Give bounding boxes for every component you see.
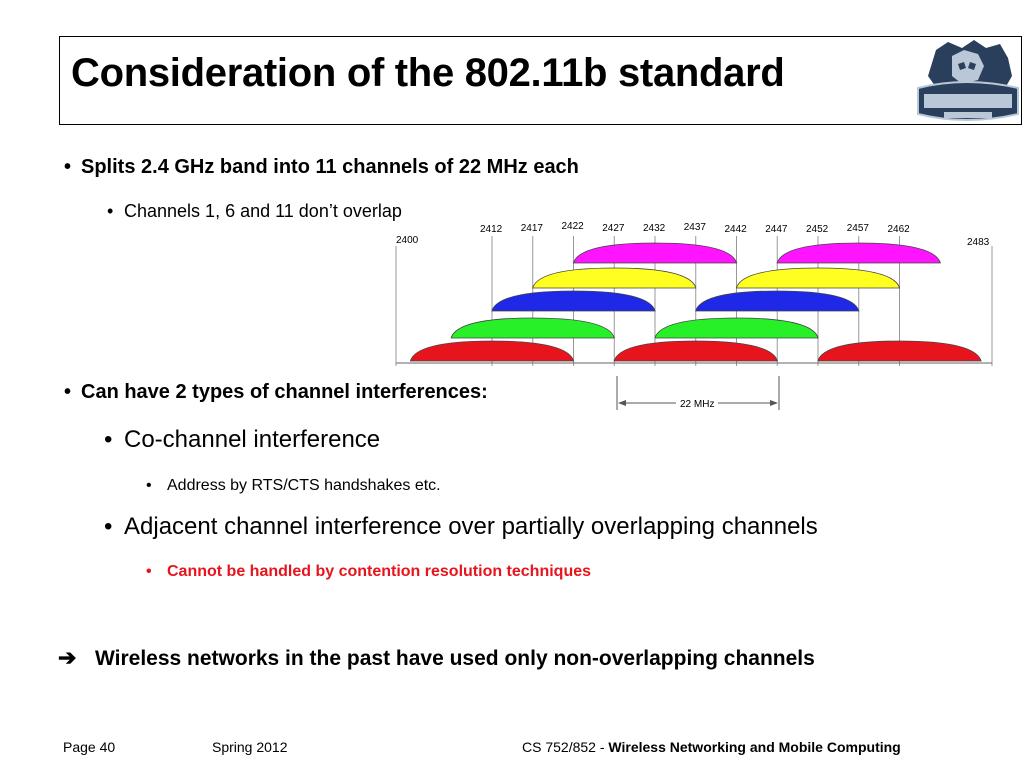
width-arrow-right [770, 400, 778, 406]
bullet-interference-types: Can have 2 types of channel interference… [81, 381, 488, 403]
footer-page: Page 40 [63, 739, 116, 755]
freq-label-2462: 2462 [888, 224, 911, 235]
channel-3-arc [491, 290, 656, 312]
bullet-splits-band: Splits 2.4 GHz band into 11 channels of … [81, 156, 579, 178]
footer-course-code: CS 752/852 - [522, 739, 609, 755]
bullet-dot: • [104, 426, 113, 453]
channel-2-arc [450, 317, 615, 339]
channel-6-arc [613, 340, 778, 362]
freq-label-2432: 2432 [643, 223, 666, 234]
title-box [59, 36, 1022, 125]
channel-9-arc [735, 267, 901, 289]
freq-label-2422: 2422 [562, 221, 585, 232]
bullet-contention-note: Cannot be handled by contention resoluti… [167, 563, 592, 580]
label-2483: 2483 [967, 237, 990, 248]
bullet-dot: • [146, 477, 152, 494]
university-logo [908, 36, 1024, 128]
freq-label-2457: 2457 [847, 223, 870, 234]
bullet-adjacent-channel: Adjacent channel interference over parti… [124, 513, 818, 540]
arrow-right-icon: ➔ [58, 645, 77, 670]
channel-4-arc [532, 267, 697, 289]
label-22mhz: 22 MHz [680, 399, 714, 410]
bullet-dot: • [107, 201, 114, 221]
bullet-dot: • [104, 513, 113, 540]
freq-label-2427: 2427 [602, 223, 625, 234]
bullet-co-channel: Co-channel interference [124, 426, 381, 453]
bullet-dot: • [64, 381, 72, 403]
freq-label-2447: 2447 [765, 224, 788, 235]
slide-title: Consideration of the 802.11b standard [71, 51, 785, 95]
bullet-non-overlapping-channels: Channels 1, 6 and 11 don’t overlap [124, 201, 402, 221]
bullet-dot: • [64, 156, 72, 178]
channel-11-arc [817, 340, 982, 362]
footer-course-name: Wireless Networking and Mobile Computing [608, 739, 901, 755]
freq-label-2442: 2442 [725, 224, 748, 235]
width-arrow-left [618, 400, 626, 406]
label-2400: 2400 [396, 235, 419, 246]
freq-label-2417: 2417 [521, 223, 544, 234]
channel-diagram: 2400 2483 2412 2417 2422 2427 2432 2437 2442 24… [395, 221, 993, 410]
conclusion-text: Wireless networks in the past have used … [95, 647, 815, 670]
freq-label-2437: 2437 [684, 222, 707, 233]
bullet-dot: • [146, 563, 152, 580]
freq-label-2452: 2452 [806, 224, 829, 235]
channel-7-arc [654, 317, 819, 339]
footer-course: CS 752/852 - Wireless Networking and Mob… [522, 739, 901, 755]
footer-term: Spring 2012 [212, 739, 288, 755]
bullet-rts-cts: Address by RTS/CTS handshakes etc. [167, 477, 441, 494]
channel-5-arc [572, 242, 738, 264]
channel-8-arc [695, 290, 860, 312]
freq-label-2412: 2412 [480, 224, 503, 235]
channel-10-arc [776, 242, 941, 264]
channel-1-arc [409, 340, 575, 362]
